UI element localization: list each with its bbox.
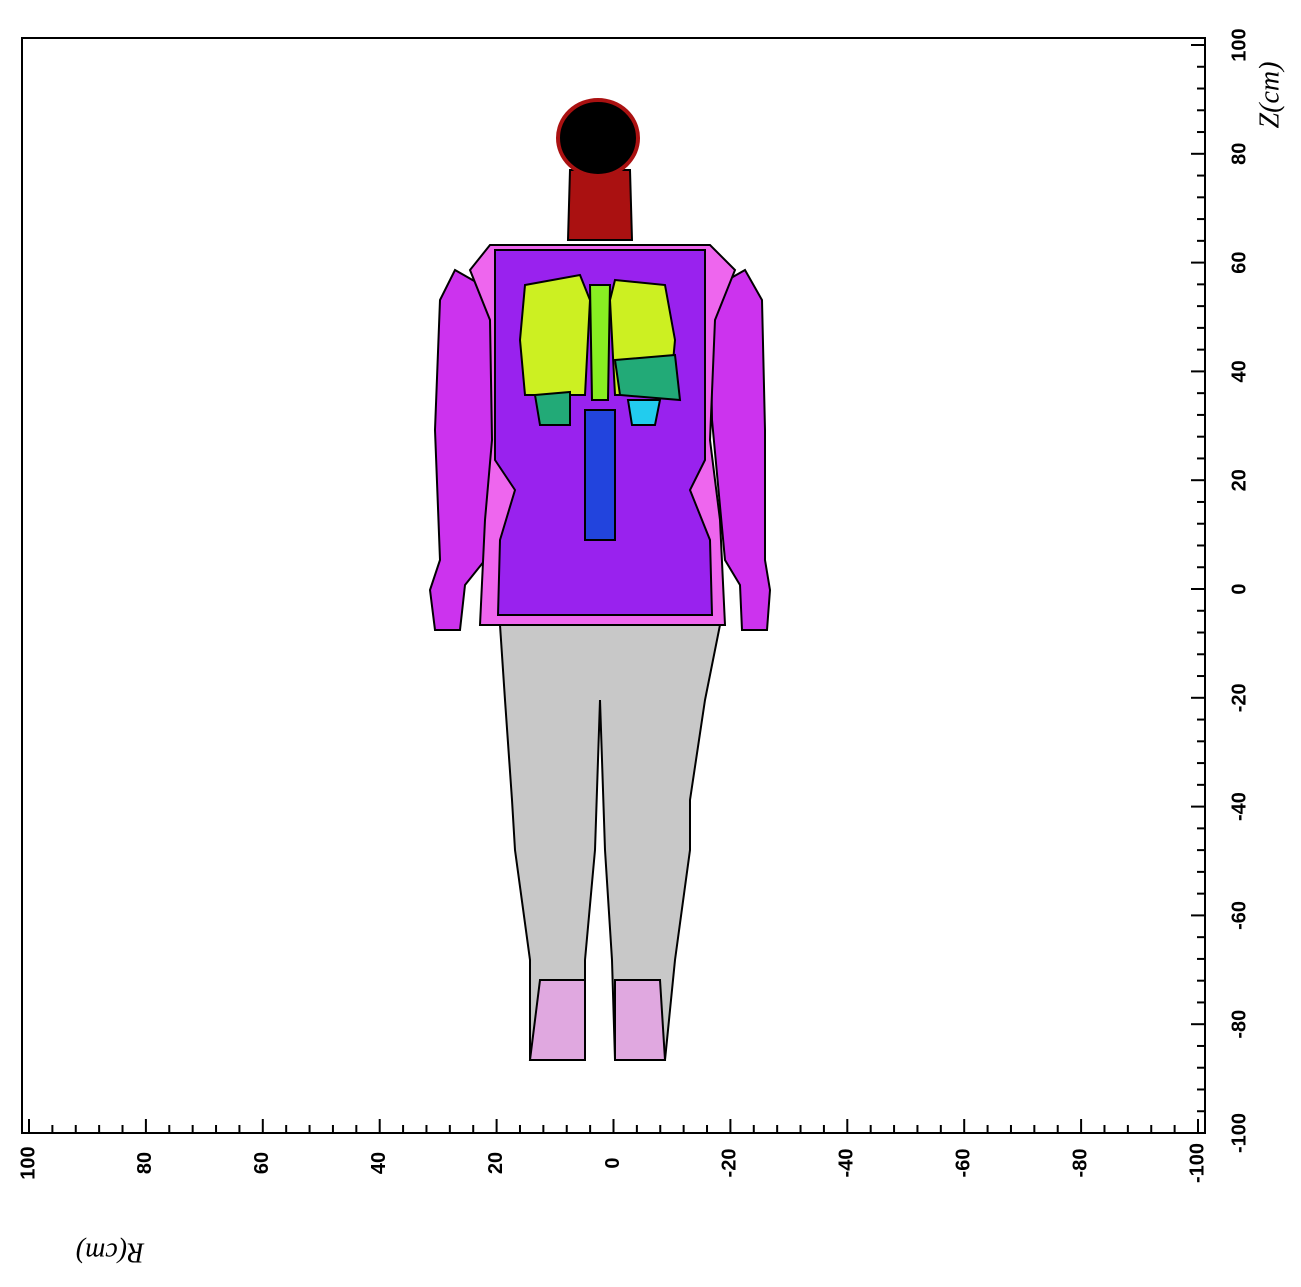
x-tick-label: -100 <box>1186 1143 1208 1183</box>
y-tick-label: -20 <box>1228 683 1250 712</box>
y-tick-label: 40 <box>1228 360 1250 382</box>
y-tick-label: -100 <box>1228 1113 1250 1153</box>
x-tick-label: -20 <box>719 1149 741 1178</box>
x-tick-label: -40 <box>836 1149 858 1178</box>
x-axis-title: R(cm) <box>76 1237 145 1268</box>
y-tick-label: 20 <box>1228 469 1250 491</box>
page: {"chart_data": {"type": "image", "x_labe… <box>0 0 1301 1287</box>
x-tick-label: 40 <box>368 1152 390 1174</box>
y-tick-label: 0 <box>1228 583 1250 594</box>
y-tick-label: -80 <box>1228 1010 1250 1039</box>
chart: Z(cm) R(cm) 100 80 60 40 20 0 -20 -40 -60 -80 -100… <box>0 0 1301 1282</box>
neck <box>568 170 632 240</box>
x-tick-label: -80 <box>1069 1149 1091 1178</box>
spine-upper <box>590 285 610 400</box>
x-tick-label: 80 <box>134 1152 156 1174</box>
y-axis-title: Z(cm) <box>1254 62 1285 129</box>
y-tick-label: -60 <box>1228 901 1250 930</box>
stomach <box>535 392 570 425</box>
x-tick-label: -60 <box>952 1149 974 1178</box>
x-tick-label: 100 <box>17 1146 39 1179</box>
x-tick-label: 0 <box>602 1157 624 1168</box>
x-tick-label: 20 <box>485 1152 507 1174</box>
head <box>558 100 638 176</box>
y-tick-label: 80 <box>1228 143 1250 165</box>
spine-lower <box>585 410 615 540</box>
x-tick-label: 60 <box>251 1152 273 1174</box>
y-tick-label: 60 <box>1228 251 1250 273</box>
spleen <box>628 400 660 425</box>
right-lung <box>520 275 590 395</box>
y-tick-label: -40 <box>1228 792 1250 821</box>
liver <box>615 355 680 400</box>
y-tick-label: 100 <box>1228 28 1250 61</box>
